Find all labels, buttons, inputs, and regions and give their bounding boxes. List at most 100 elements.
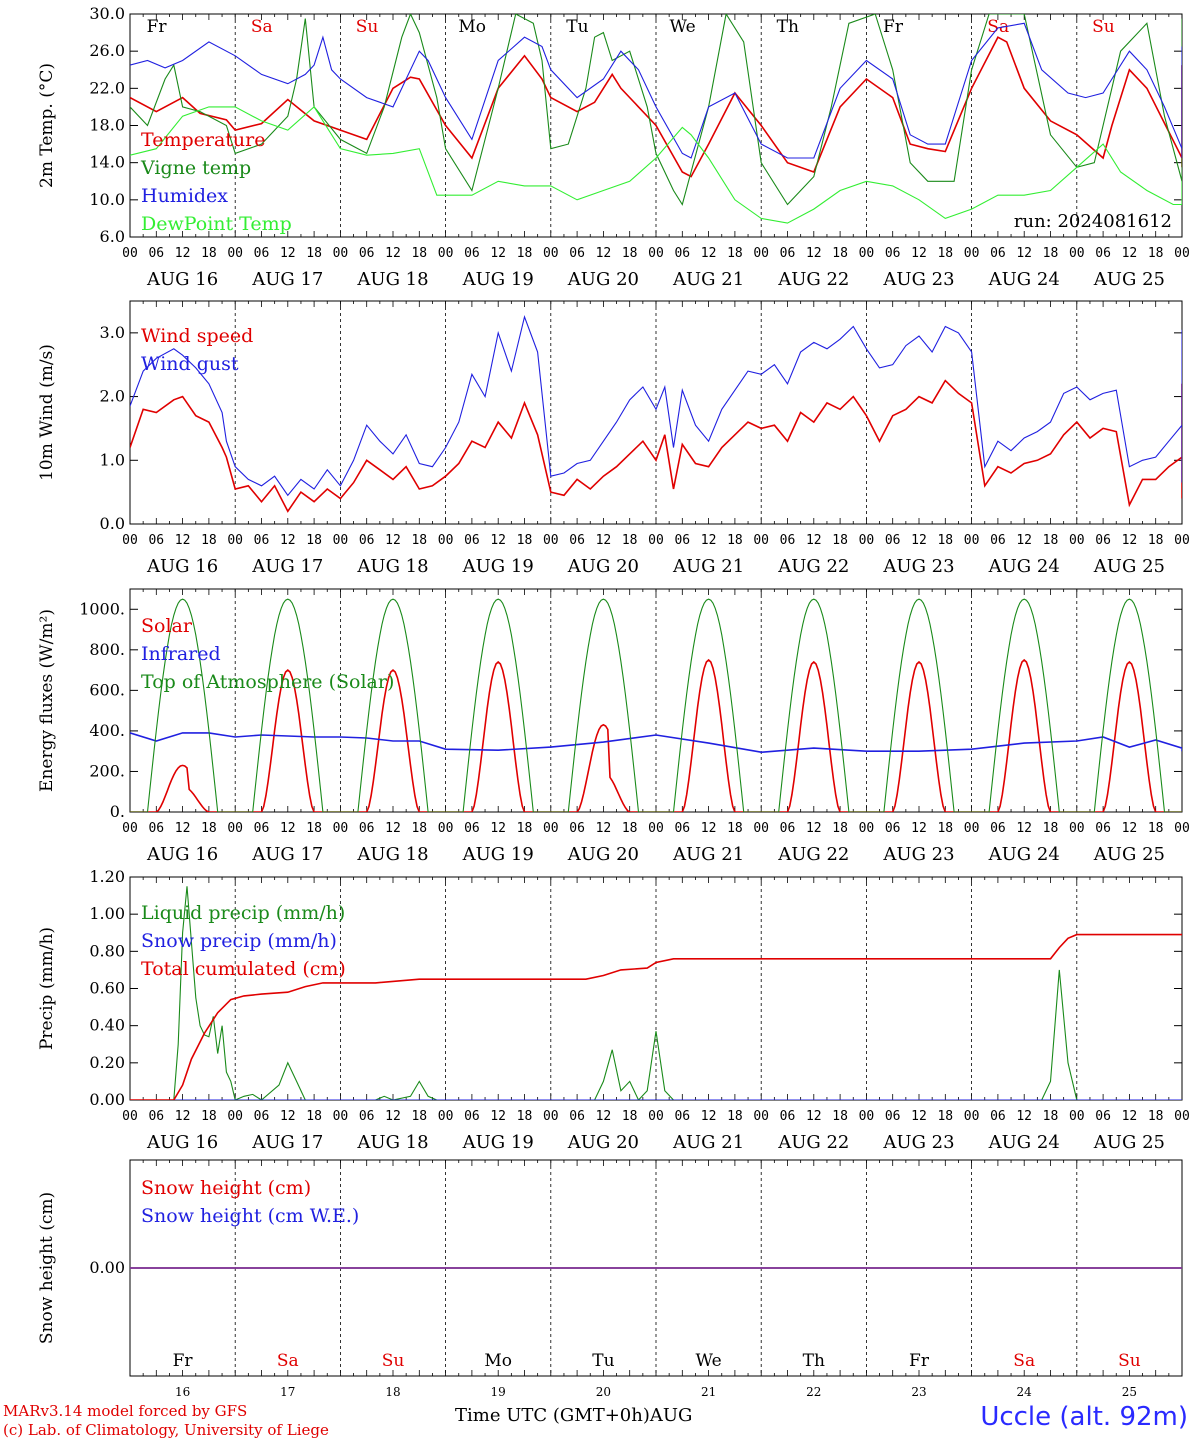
day-number-label: 19 — [491, 1385, 506, 1399]
hour-label: 18 — [411, 533, 427, 548]
legend-entry: Vigne temp — [140, 157, 251, 179]
hour-label: 06 — [359, 821, 375, 836]
weekday-label: Mo — [484, 1351, 512, 1371]
y-tick-label: 800. — [89, 640, 125, 659]
date-label: AUG 19 — [462, 844, 534, 865]
date-label: AUG 24 — [988, 1132, 1060, 1153]
hour-label: 00 — [227, 533, 243, 548]
y-tick-label: 0.00 — [89, 1090, 125, 1109]
day-number-label: 16 — [175, 1385, 190, 1399]
hour-label: 00 — [543, 246, 559, 261]
hour-label: 18 — [1148, 246, 1164, 261]
hour-label: 18 — [1043, 821, 1059, 836]
hour-label: 18 — [727, 246, 743, 261]
hour-label: 12 — [701, 246, 717, 261]
day-number-label: 24 — [1017, 1385, 1033, 1399]
hour-label: 00 — [122, 533, 138, 548]
date-label: AUG 20 — [567, 844, 639, 865]
y-tick-label: 14.0 — [89, 153, 125, 172]
day-number-label: 18 — [385, 1385, 400, 1399]
y-tick-label: 200. — [89, 761, 125, 780]
month-label: AUG — [649, 1405, 693, 1426]
hour-label: 18 — [622, 246, 638, 261]
hour-label: 00 — [964, 533, 980, 548]
hour-label: 12 — [911, 1109, 927, 1124]
legend-entry: Wind speed — [141, 325, 253, 347]
hour-label: 00 — [1174, 533, 1190, 548]
date-label: AUG 16 — [146, 269, 218, 290]
plot-frame — [129, 588, 1183, 813]
credit-line-lab: (c) Lab. of Climatology, University of L… — [3, 1421, 329, 1439]
hour-label: 00 — [1174, 1109, 1190, 1124]
day-number-label: 25 — [1122, 1385, 1137, 1399]
hour-label: 18 — [1148, 1109, 1164, 1124]
hour-label: 06 — [990, 533, 1006, 548]
series-line — [130, 658, 1182, 812]
weekday-label: Sa — [987, 17, 1009, 37]
hour-label: 06 — [254, 1109, 270, 1124]
hour-label: 06 — [464, 246, 480, 261]
hour-label: 18 — [1043, 1109, 1059, 1124]
hour-label: 18 — [622, 821, 638, 836]
hour-label: 12 — [175, 533, 191, 548]
y-tick-label: 10.0 — [89, 190, 125, 209]
weekday-label: Su — [382, 1351, 405, 1371]
date-label: AUG 17 — [251, 556, 323, 577]
date-label: AUG 24 — [988, 556, 1060, 577]
station-label: Uccle (alt. 92m) — [980, 1402, 1188, 1432]
hour-label: 00 — [964, 821, 980, 836]
day-number-label: 17 — [280, 1385, 295, 1399]
hour-label: 06 — [1095, 1109, 1111, 1124]
day-number-label: 22 — [806, 1385, 821, 1399]
weekday-label: Mo — [458, 17, 486, 37]
hour-label: 06 — [990, 821, 1006, 836]
series-line — [130, 379, 1182, 513]
panel-snow: 0.00 Snow height (cm) Snow height (cm) Snow… — [37, 1159, 1183, 1399]
legend-entry: Snow height (cm) — [141, 1177, 311, 1199]
date-label: AUG 16 — [146, 844, 218, 865]
hour-label: 18 — [1043, 246, 1059, 261]
hour-label: 18 — [306, 821, 322, 836]
hour-label: 18 — [727, 533, 743, 548]
y-tick-label: 1000. — [79, 599, 125, 618]
hour-label: 00 — [227, 246, 243, 261]
date-label: AUG 25 — [1093, 844, 1165, 865]
hour-label: 12 — [701, 821, 717, 836]
hour-label: 00 — [964, 246, 980, 261]
hour-label: 12 — [596, 533, 612, 548]
y-axis-label: 10m Wind (m/s) — [37, 344, 57, 481]
hour-label: 18 — [517, 533, 533, 548]
date-label: AUG 17 — [251, 844, 323, 865]
hour-label: 18 — [306, 533, 322, 548]
hour-label: 18 — [517, 821, 533, 836]
hour-label: 06 — [674, 533, 690, 548]
hour-label: 00 — [438, 246, 454, 261]
hour-label: 18 — [727, 1109, 743, 1124]
hour-label: 18 — [411, 1109, 427, 1124]
series-line — [130, 598, 1182, 812]
hour-label: 00 — [859, 533, 875, 548]
date-label: AUG 19 — [462, 1132, 534, 1153]
hour-label: 06 — [569, 1109, 585, 1124]
hour-label: 06 — [254, 821, 270, 836]
hour-label: 12 — [175, 246, 191, 261]
weekday-label: Fr — [147, 17, 168, 37]
hour-label: 06 — [148, 533, 164, 548]
hour-label: 00 — [227, 821, 243, 836]
hour-label: 12 — [280, 246, 296, 261]
legend-entry: Snow precip (mm/h) — [141, 930, 337, 952]
hour-label: 12 — [385, 533, 401, 548]
y-tick-label: 400. — [89, 721, 125, 740]
hour-label: 12 — [596, 1109, 612, 1124]
date-label: AUG 21 — [672, 269, 744, 290]
weekday-label: Su — [1118, 1351, 1141, 1371]
legend-entry: Wind gust — [141, 353, 239, 375]
panel-energy: 0. 200. 400. 600. 800. 1000. Energy fluxes (W/… — [37, 588, 1190, 865]
date-label: AUG 18 — [356, 269, 428, 290]
hour-label: 00 — [438, 1109, 454, 1124]
credit-line-model: MARv3.14 model forced by GFS — [3, 1402, 248, 1420]
hour-label: 12 — [385, 821, 401, 836]
hour-label: 00 — [543, 821, 559, 836]
date-label: AUG 23 — [882, 556, 954, 577]
